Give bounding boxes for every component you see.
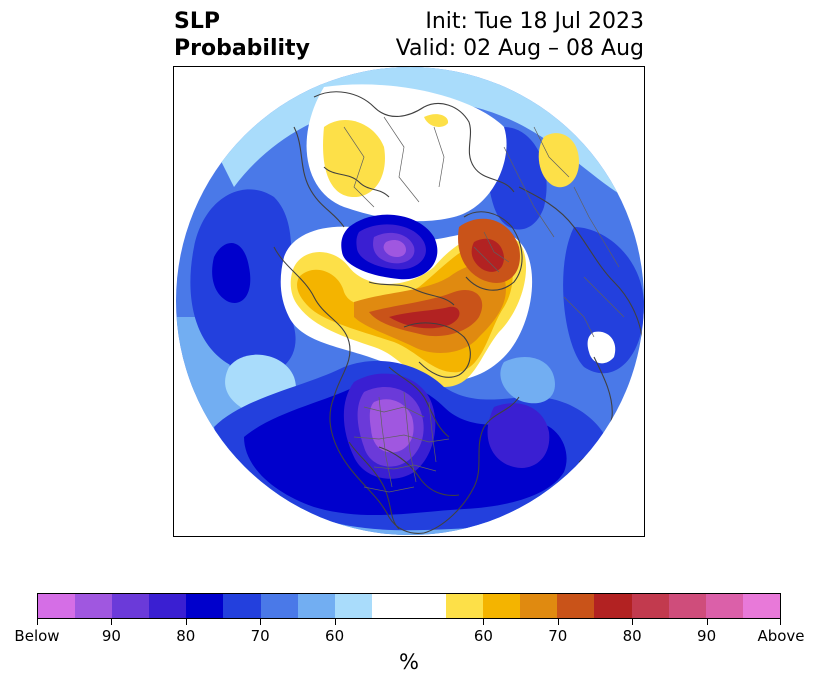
valid-range: Valid: 02 Aug – 08 Aug: [395, 36, 644, 61]
field-yellow-north: [323, 119, 385, 197]
country-border-icon: [343, 116, 625, 493]
colorbar-tick-label: 80: [176, 627, 196, 645]
field-lightblue-labrador: [500, 357, 555, 404]
colorbar-tick: [707, 619, 708, 625]
colorbar-swatch: [186, 594, 224, 618]
colorbar-swatch: [705, 594, 743, 618]
colorbar-swatch: [520, 594, 558, 618]
colorbar-swatch: [446, 594, 484, 618]
colorbar-tick-label: Below: [14, 627, 60, 645]
colorbar-swatch: [631, 594, 669, 618]
colorbar-tick: [335, 619, 336, 625]
colorbar-tick-label: 60: [325, 627, 345, 645]
chart-title-left: SLP Probability: [174, 8, 310, 62]
colorbar-tick: [111, 619, 112, 625]
colorbar-swatch: [38, 594, 76, 618]
colorbar-tick-label: 90: [101, 627, 121, 645]
title-variable: SLP: [174, 9, 220, 34]
colorbar-tick: [632, 619, 633, 625]
init-date: Init: Tue 18 Jul 2023: [425, 9, 644, 34]
colorbar-tick: [260, 619, 261, 625]
title-quantity: Probability: [174, 36, 310, 61]
colorbar-swatch: [371, 594, 409, 618]
field-white-europe: [587, 331, 616, 364]
colorbar-swatch: [334, 594, 372, 618]
colorbar-swatch: [260, 594, 298, 618]
colorbar-tick: [37, 619, 38, 625]
field-yellow-small: [424, 114, 449, 127]
field-darkblue-west: [212, 243, 251, 303]
field-blue-east: [563, 227, 644, 374]
chart-title-right: Init: Tue 18 Jul 2023 Valid: 02 Aug – 08…: [396, 8, 644, 62]
coastline-icon: [273, 91, 643, 534]
colorbar-tick: [558, 619, 559, 625]
colorbar-swatch: [557, 594, 595, 618]
colorbar-swatch: [149, 594, 187, 618]
colorbar-swatch: [742, 594, 780, 618]
colorbar-tick-label: 70: [548, 627, 568, 645]
field-yellow-northeast: [538, 133, 579, 188]
field-red-greenland: [471, 238, 504, 272]
colorbar-tick-label: 60: [473, 627, 493, 645]
colorbar-tick-label: 80: [622, 627, 642, 645]
colorbar-swatch: [75, 594, 113, 618]
colorbar-tick: [483, 619, 484, 625]
field-indigo-atlantic: [487, 403, 550, 468]
colorbar-tick-label: Above: [757, 627, 805, 645]
colorbar: [37, 593, 781, 619]
colorbar-tick: [186, 619, 187, 625]
colorbar-swatch: [483, 594, 521, 618]
polar-map-svg: [176, 67, 644, 535]
colorbar-swatch: [668, 594, 706, 618]
colorbar-swatch: [594, 594, 632, 618]
field-light-north: [176, 67, 644, 207]
colorbar-swatch: [408, 594, 447, 618]
colorbar-tick: [780, 619, 781, 625]
probability-map: [173, 66, 645, 537]
colorbar-tick-label: 70: [250, 627, 270, 645]
colorbar-unit: %: [399, 650, 419, 674]
field-purple-low: [383, 239, 406, 258]
colorbar-swatch: [223, 594, 261, 618]
colorbar-swatch: [297, 594, 335, 618]
field-red-center: [389, 306, 460, 329]
colorbar-tick-label: 90: [697, 627, 717, 645]
colorbar-swatch: [112, 594, 150, 618]
